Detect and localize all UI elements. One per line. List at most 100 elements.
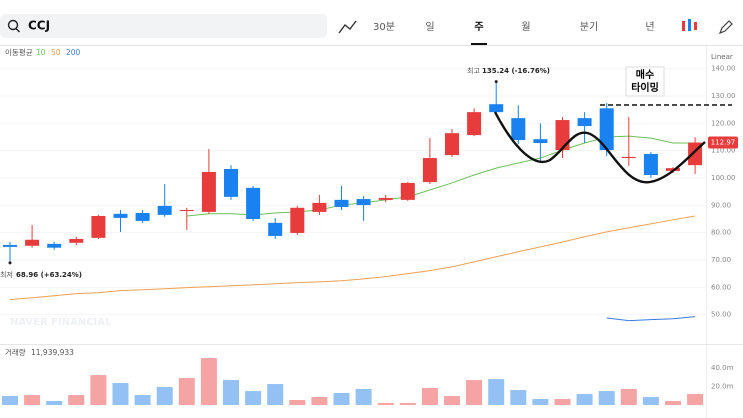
period-tab[interactable]: 주 <box>474 21 483 33</box>
volume-bar <box>2 396 18 405</box>
candle-body <box>268 222 283 236</box>
chart-type-icon[interactable] <box>694 22 697 30</box>
candle-body <box>312 202 327 212</box>
volume-bar <box>112 383 129 405</box>
volume-bar <box>134 395 151 405</box>
moving-average <box>9 215 696 301</box>
last-price-label: 112.97 <box>711 139 736 147</box>
search-box[interactable] <box>0 14 327 38</box>
candle-body <box>25 239 40 246</box>
volume-bar <box>267 384 284 405</box>
candle-body <box>290 207 305 233</box>
candle-body <box>378 197 393 200</box>
search-icon <box>7 19 19 31</box>
volume-bar <box>399 402 416 405</box>
volume-bar <box>46 401 63 405</box>
y-tick-label: 120.00 <box>711 119 736 127</box>
indicator-icon[interactable] <box>338 20 357 34</box>
volume-bar <box>444 396 460 405</box>
candle-body <box>201 171 216 212</box>
legend-entry: 50 <box>51 48 61 57</box>
moving-average <box>606 316 696 322</box>
period-tab[interactable]: 30분 <box>373 21 395 33</box>
volume-bar <box>223 380 239 405</box>
volume-title: 거래량 <box>5 348 26 357</box>
volume-bar <box>90 375 107 405</box>
volume-bar <box>68 395 85 405</box>
candle-body <box>179 209 194 211</box>
candle-body <box>489 104 504 113</box>
period-tab[interactable]: 일 <box>425 21 434 33</box>
volume-bar <box>576 394 593 405</box>
candle-body <box>422 158 437 183</box>
candle-body <box>356 199 371 206</box>
candle-body <box>445 133 459 156</box>
legend-entry: 200 <box>66 48 81 57</box>
volume-bar <box>245 391 262 405</box>
low-value: 68.96 (+63.24%) <box>16 271 82 279</box>
candle-body <box>113 213 128 218</box>
volume-bar <box>421 388 438 405</box>
high-marker <box>494 80 498 84</box>
volume-bar <box>532 399 549 405</box>
cup-pattern <box>493 111 706 184</box>
period-tab[interactable]: 년 <box>645 21 654 33</box>
y-tick-label: 70.00 <box>711 256 731 264</box>
y-tick-label: 100.00 <box>711 174 736 182</box>
candle-body <box>157 205 172 215</box>
volume-bar <box>377 402 394 405</box>
volume-bar <box>156 387 173 405</box>
volume-bar <box>333 393 350 405</box>
legend-title: 이동평균 <box>5 47 33 57</box>
volume-bar <box>554 399 571 405</box>
candle-body <box>599 108 614 151</box>
y-tick-label: 140.00 <box>711 65 736 73</box>
candle-body <box>91 215 106 238</box>
volume-last: 11,939,933 <box>31 348 74 357</box>
tab-underline <box>471 43 487 45</box>
draw-icon[interactable] <box>718 20 733 35</box>
volume-bar <box>200 358 217 405</box>
chart-type-icon[interactable] <box>682 21 685 31</box>
candle-body <box>69 238 84 243</box>
search-icon <box>15 28 20 33</box>
volume-bar <box>24 395 41 405</box>
volume-bar <box>355 389 372 405</box>
y-tick-label: 40.0m <box>711 364 734 372</box>
note-box <box>625 66 665 97</box>
high-value: 135.24 (-16.76%) <box>482 67 550 75</box>
scale-mode[interactable]: Linear <box>711 53 733 61</box>
candle-body <box>643 153 658 175</box>
volume-bar <box>289 400 306 405</box>
legend-entry: 10 <box>36 48 46 57</box>
search-text[interactable]: CCJ <box>28 19 50 33</box>
candle-body <box>533 139 548 144</box>
chart-type-icon[interactable] <box>688 19 691 31</box>
volume-bar <box>620 389 637 405</box>
y-tick-label: 80.00 <box>711 229 731 237</box>
candle-body <box>621 156 636 159</box>
volume-bar <box>311 397 328 405</box>
period-tab[interactable]: 분기 <box>580 21 598 33</box>
last-price-tag <box>708 136 738 149</box>
period-tab[interactable]: 월 <box>521 21 530 33</box>
y-tick-label: 20.0m <box>711 383 734 391</box>
candle-body <box>334 199 349 207</box>
candle-body <box>3 244 17 247</box>
candle-body <box>47 243 62 248</box>
volume-bar <box>466 380 483 405</box>
candle-body <box>467 112 482 136</box>
y-tick-label: 110.00 <box>711 147 736 155</box>
y-tick-label: 50.00 <box>711 311 731 319</box>
volume-bar <box>687 393 704 405</box>
candle-body <box>224 168 238 197</box>
low-marker <box>8 261 12 265</box>
note: 타이밍 <box>631 81 659 94</box>
y-tick-label: 60.00 <box>711 283 731 291</box>
volume-bar <box>488 379 505 405</box>
candle-body <box>555 120 570 151</box>
candle-body <box>577 118 592 127</box>
note: 매수 <box>636 68 654 81</box>
candle-body <box>135 212 150 221</box>
